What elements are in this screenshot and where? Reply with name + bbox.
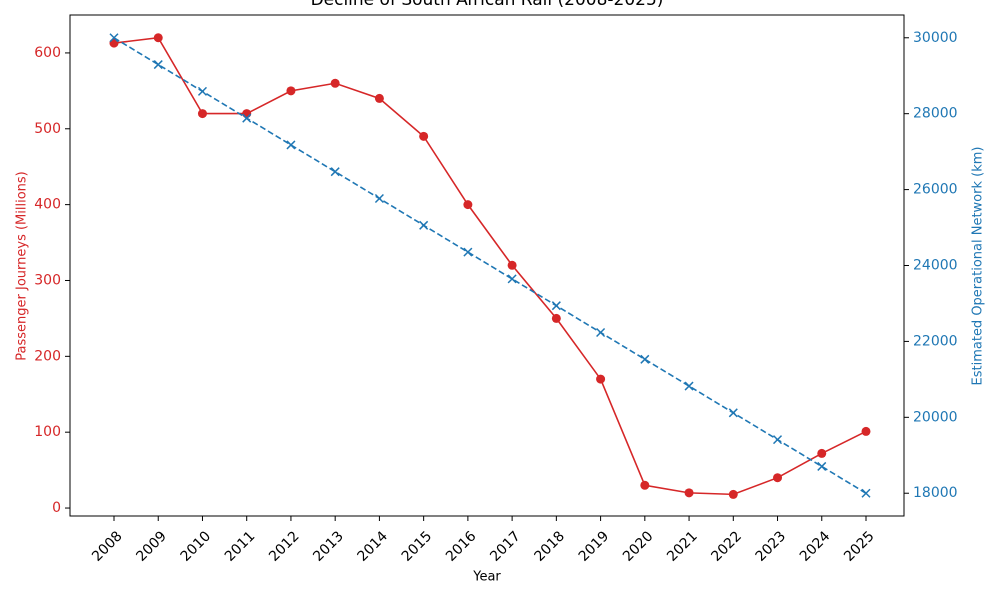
point-marker bbox=[419, 131, 429, 141]
point-marker bbox=[153, 60, 163, 70]
point-marker bbox=[684, 488, 694, 498]
point-marker bbox=[728, 408, 738, 418]
y2-tick-label: 26000 bbox=[913, 182, 958, 198]
point-marker bbox=[640, 480, 650, 490]
y2-tick-label: 28000 bbox=[913, 106, 958, 122]
point-marker bbox=[507, 260, 517, 270]
x-tick-label: 2009 bbox=[133, 528, 170, 565]
point-marker bbox=[374, 193, 384, 204]
x-tick-label: 2012 bbox=[266, 528, 303, 565]
point-marker bbox=[286, 86, 296, 96]
y2-axis-label: Estimated Operational Network (km) bbox=[971, 147, 986, 386]
x-tick-label: 2022 bbox=[708, 528, 745, 565]
point-marker bbox=[419, 220, 429, 230]
x-tick-label: 2013 bbox=[310, 528, 347, 565]
point-marker bbox=[330, 78, 340, 88]
point-marker bbox=[197, 86, 208, 96]
chart-title: Decline of South African Rail (2008-2025… bbox=[311, 0, 664, 10]
x-tick-label: 2010 bbox=[178, 528, 215, 565]
y-tick-label: 200 bbox=[34, 348, 61, 364]
x-tick-label: 2014 bbox=[355, 528, 392, 565]
point-marker bbox=[242, 113, 252, 123]
x-tick-label: 2011 bbox=[222, 528, 259, 565]
y2-tick-label: 22000 bbox=[913, 333, 958, 349]
y-axis-label: Passenger Journeys (Millions) bbox=[15, 171, 30, 360]
y2-tick-label: 24000 bbox=[913, 258, 958, 274]
x-tick-label: 2015 bbox=[399, 528, 436, 565]
x-tick-label: 2017 bbox=[487, 528, 524, 565]
x-tick-label: 2025 bbox=[841, 528, 878, 565]
point-marker bbox=[374, 93, 384, 103]
point-marker bbox=[330, 167, 340, 177]
point-marker bbox=[728, 489, 738, 499]
y-tick-label: 300 bbox=[34, 272, 61, 288]
point-marker bbox=[551, 313, 561, 323]
y-tick-label: 0 bbox=[52, 500, 61, 516]
point-marker bbox=[596, 374, 606, 384]
y2-tick-label: 20000 bbox=[913, 409, 958, 425]
y2-tick-label: 18000 bbox=[913, 485, 958, 501]
point-marker bbox=[817, 448, 827, 458]
x-tick-label: 2008 bbox=[89, 528, 126, 565]
point-marker bbox=[684, 381, 694, 391]
x-tick-label: 2019 bbox=[576, 528, 613, 565]
x-tick-label: 2021 bbox=[664, 528, 701, 565]
x-tick-label: 2023 bbox=[753, 528, 790, 565]
point-marker bbox=[817, 461, 827, 471]
y-tick-label: 400 bbox=[34, 197, 61, 213]
point-marker bbox=[507, 274, 517, 284]
point-marker bbox=[640, 354, 650, 364]
point-marker bbox=[197, 109, 207, 119]
point-marker bbox=[242, 109, 252, 119]
y-tick-label: 600 bbox=[34, 45, 61, 61]
point-marker bbox=[861, 426, 871, 436]
x-tick-label: 2020 bbox=[620, 528, 657, 565]
point-marker bbox=[463, 200, 473, 210]
point-marker bbox=[861, 488, 871, 498]
y2-tick-label: 30000 bbox=[913, 30, 958, 46]
point-marker bbox=[463, 247, 473, 257]
y-tick-label: 100 bbox=[34, 424, 61, 440]
series-line bbox=[113, 37, 867, 494]
x-axis-label: Year bbox=[472, 570, 501, 585]
point-marker bbox=[153, 33, 163, 43]
x-tick-label: 2024 bbox=[797, 528, 834, 565]
point-marker bbox=[109, 33, 119, 43]
point-marker bbox=[772, 435, 783, 445]
y-tick-label: 500 bbox=[34, 121, 61, 137]
x-tick-label: 2018 bbox=[531, 528, 568, 565]
point-marker bbox=[551, 301, 561, 311]
point-marker bbox=[773, 473, 783, 483]
point-marker bbox=[286, 140, 296, 150]
point-marker bbox=[596, 327, 606, 338]
x-tick-label: 2016 bbox=[443, 528, 480, 565]
